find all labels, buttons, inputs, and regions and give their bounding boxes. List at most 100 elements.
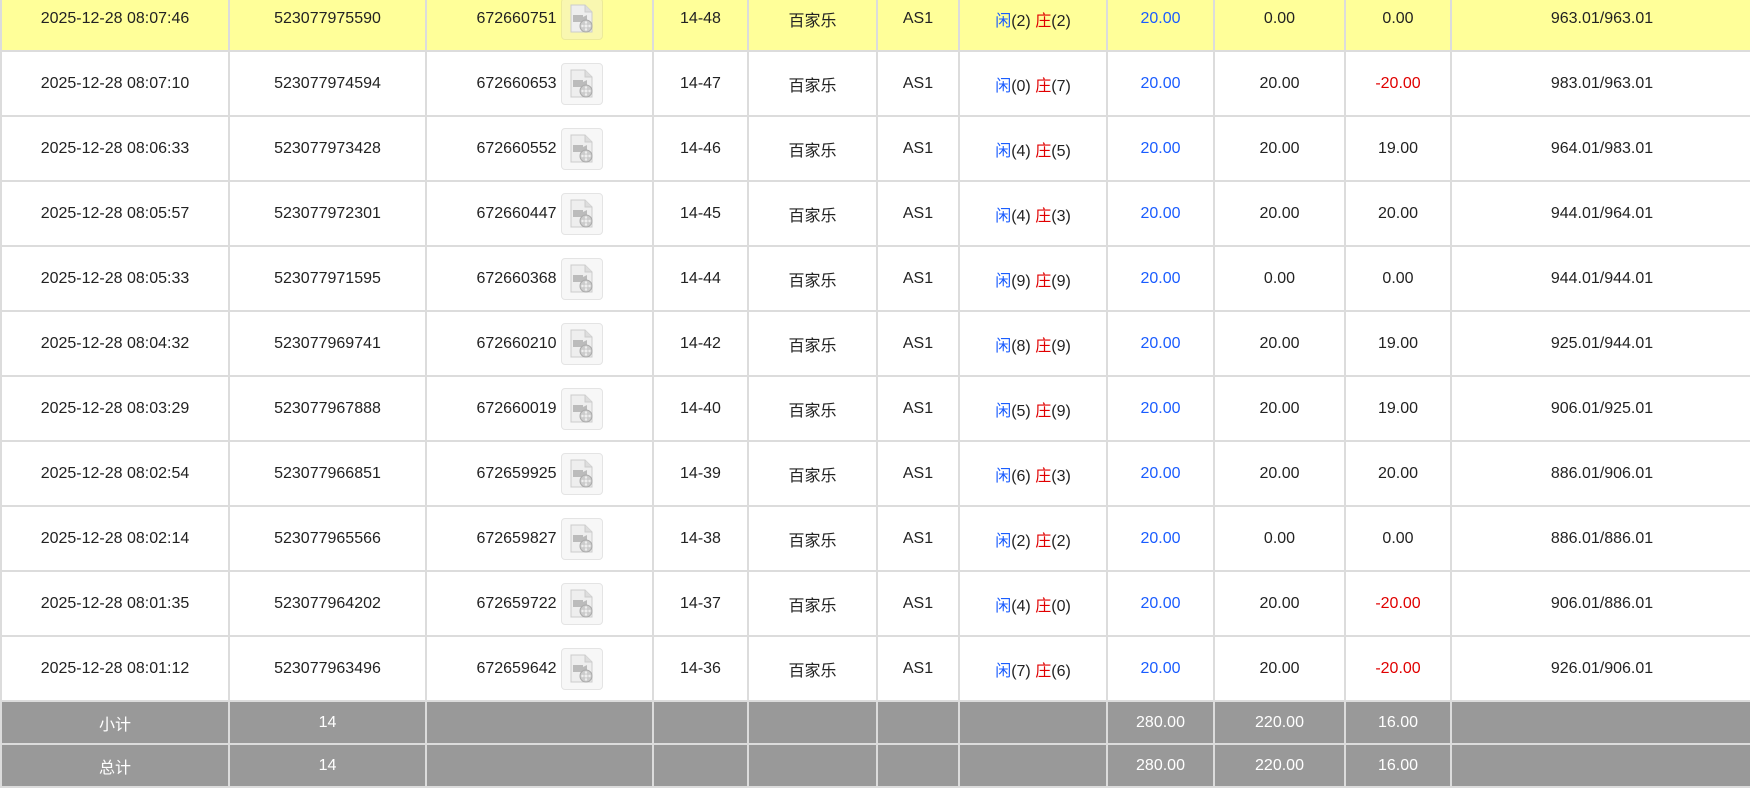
game-name: 百家乐	[747, 245, 878, 312]
round-id: 672660019	[476, 399, 557, 417]
valid-bet: 20.00	[1213, 440, 1346, 507]
win-loss: -20.00	[1344, 50, 1452, 117]
bet-id: 523077973428	[228, 115, 427, 182]
banker-points: (5)	[1051, 142, 1071, 160]
result-cell: 闲(4) 庄(3)	[958, 180, 1108, 247]
table-row: 2025-12-28 08:01:35 523077964202 6726597…	[0, 570, 1750, 637]
bet-time: 2025-12-28 08:02:54	[0, 440, 230, 507]
balance: 944.01/944.01	[1450, 245, 1750, 312]
win-loss: 0.00	[1344, 0, 1452, 52]
result-cell: 闲(4) 庄(0)	[958, 570, 1108, 637]
valid-bet: 0.00	[1213, 0, 1346, 52]
video-replay-icon[interactable]	[560, 127, 603, 170]
bet-time: 2025-12-28 08:03:29	[0, 375, 230, 442]
round-cell: 672660552	[425, 115, 654, 182]
video-replay-icon[interactable]	[560, 647, 603, 690]
player-points: (2)	[1011, 532, 1031, 550]
shoe-round: 14-42	[652, 310, 749, 377]
banker-label: 庄	[1035, 337, 1052, 355]
result-cell: 闲(7) 庄(6)	[958, 635, 1108, 702]
bet-id: 523077975590	[228, 0, 427, 52]
balance: 925.01/944.01	[1450, 310, 1750, 377]
table-row: 2025-12-28 08:04:32 523077969741 6726602…	[0, 310, 1750, 377]
summary-bet: 280.00	[1106, 743, 1215, 788]
game-name: 百家乐	[747, 440, 878, 507]
result-cell: 闲(6) 庄(3)	[958, 440, 1108, 507]
subtotal-row: 小计 14 280.00 220.00 16.00	[0, 700, 1750, 745]
banker-points: (9)	[1051, 402, 1071, 420]
banker-points: (0)	[1051, 597, 1071, 615]
bet-id: 523077972301	[228, 180, 427, 247]
balance: 906.01/925.01	[1450, 375, 1750, 442]
balance: 886.01/886.01	[1450, 505, 1750, 572]
game-name: 百家乐	[747, 0, 878, 52]
player-label: 闲	[995, 402, 1012, 420]
video-replay-icon[interactable]	[560, 0, 603, 40]
bet-amount: 20.00	[1106, 0, 1215, 52]
banker-points: (2)	[1051, 12, 1071, 30]
round-id: 672660368	[476, 269, 557, 287]
banker-label: 庄	[1035, 467, 1052, 485]
shoe-round: 14-48	[652, 0, 749, 52]
summary-win: 16.00	[1344, 700, 1452, 745]
bet-amount: 20.00	[1106, 245, 1215, 312]
player-points: (4)	[1011, 207, 1031, 225]
bet-amount: 20.00	[1106, 505, 1215, 572]
shoe-round: 14-46	[652, 115, 749, 182]
banker-points: (9)	[1051, 337, 1071, 355]
bet-id: 523077965566	[228, 505, 427, 572]
result-cell: 闲(2) 庄(2)	[958, 505, 1108, 572]
round-id: 672660210	[476, 334, 557, 352]
round-id: 672659642	[476, 659, 557, 677]
video-replay-icon[interactable]	[560, 322, 603, 365]
bet-amount: 20.00	[1106, 115, 1215, 182]
round-cell: 672660751	[425, 0, 654, 52]
round-id: 672660447	[476, 204, 557, 222]
player-label: 闲	[995, 337, 1012, 355]
video-replay-icon[interactable]	[560, 582, 603, 625]
bet-id: 523077974594	[228, 50, 427, 117]
game-name: 百家乐	[747, 505, 878, 572]
bet-time: 2025-12-28 08:05:33	[0, 245, 230, 312]
video-replay-icon[interactable]	[560, 62, 603, 105]
banker-points: (3)	[1051, 467, 1071, 485]
shoe-round: 14-45	[652, 180, 749, 247]
video-replay-icon[interactable]	[560, 517, 603, 560]
table-row: 2025-12-28 08:02:14 523077965566 6726598…	[0, 505, 1750, 572]
win-loss: 0.00	[1344, 245, 1452, 312]
bet-amount: 20.00	[1106, 635, 1215, 702]
video-replay-icon[interactable]	[560, 387, 603, 430]
valid-bet: 20.00	[1213, 635, 1346, 702]
bet-amount: 20.00	[1106, 50, 1215, 117]
player-points: (4)	[1011, 142, 1031, 160]
bet-id: 523077967888	[228, 375, 427, 442]
table-row: 2025-12-28 08:05:57 523077972301 6726604…	[0, 180, 1750, 247]
banker-points: (2)	[1051, 532, 1071, 550]
shoe-round: 14-40	[652, 375, 749, 442]
bet-id: 523077969741	[228, 310, 427, 377]
video-replay-icon[interactable]	[560, 192, 603, 235]
table-code: AS1	[876, 180, 960, 247]
round-cell: 672659722	[425, 570, 654, 637]
summary-label: 小计	[0, 700, 230, 745]
bet-id: 523077966851	[228, 440, 427, 507]
player-label: 闲	[995, 12, 1012, 30]
game-name: 百家乐	[747, 180, 878, 247]
banker-points: (6)	[1051, 662, 1071, 680]
round-id: 672659925	[476, 464, 557, 482]
win-loss: 0.00	[1344, 505, 1452, 572]
valid-bet: 20.00	[1213, 375, 1346, 442]
win-loss: 20.00	[1344, 180, 1452, 247]
shoe-round: 14-44	[652, 245, 749, 312]
valid-bet: 20.00	[1213, 310, 1346, 377]
video-replay-icon[interactable]	[560, 257, 603, 300]
banker-label: 庄	[1035, 77, 1052, 95]
video-replay-icon[interactable]	[560, 452, 603, 495]
table-row: 2025-12-28 08:07:46 523077975590 6726607…	[0, 0, 1750, 52]
bet-records-table: 2025-12-28 08:07:46 523077975590 6726607…	[0, 0, 1750, 788]
banker-label: 庄	[1035, 142, 1052, 160]
game-name: 百家乐	[747, 570, 878, 637]
bet-amount: 20.00	[1106, 570, 1215, 637]
valid-bet: 20.00	[1213, 115, 1346, 182]
table-code: AS1	[876, 570, 960, 637]
